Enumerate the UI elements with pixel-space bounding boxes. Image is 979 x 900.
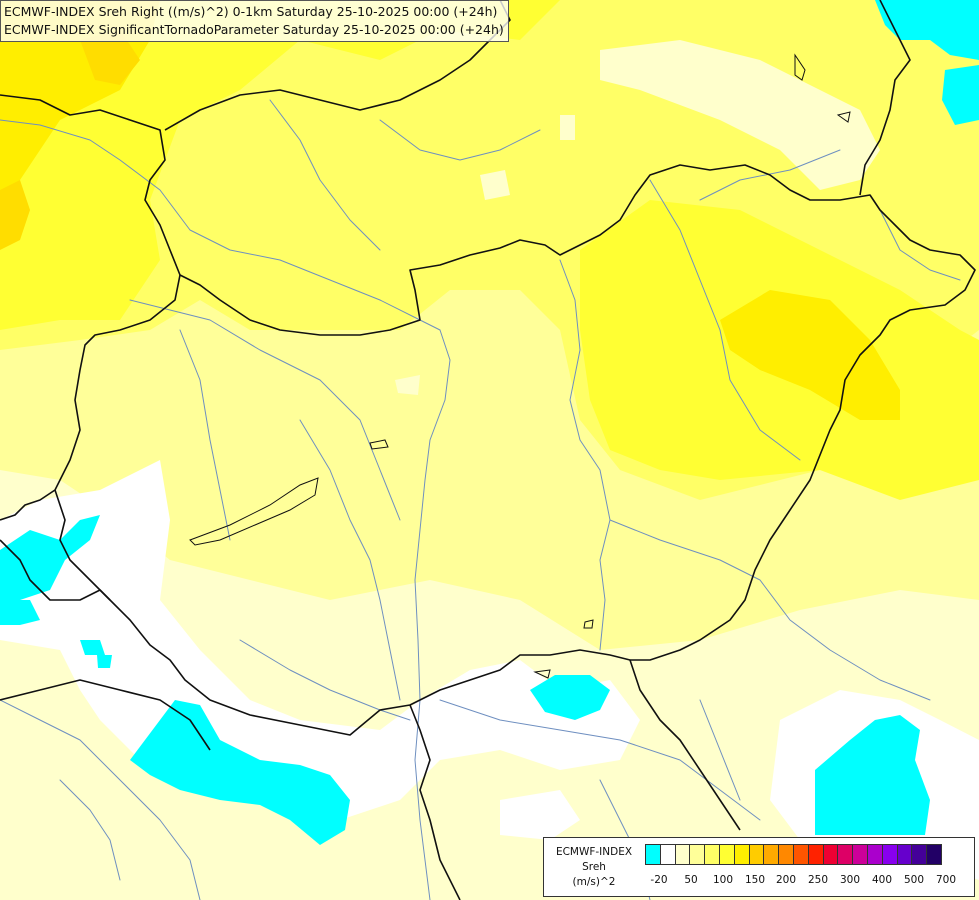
legend-tick-label: 150 — [744, 874, 766, 886]
cyan-area-northeast — [875, 0, 979, 60]
lakes — [189, 53, 851, 679]
border-hungary-slovenia-croatia — [54, 489, 631, 736]
legend-swatch — [674, 844, 691, 865]
cyan-area-southwest — [130, 700, 350, 845]
legend-tick-label: 300 — [839, 874, 861, 886]
legend-tick-label: 50 — [684, 874, 698, 886]
sreh-band-light-north — [395, 40, 880, 395]
sreh-band-orange-north — [80, 30, 140, 85]
cyan-area-small — [80, 640, 112, 668]
map-title-box: ECMWF-INDEX Sreh Right ((m/s)^2) 0-1km S… — [0, 0, 509, 42]
legend-swatch — [718, 844, 735, 865]
title-line-1: ECMWF-INDEX Sreh Right ((m/s)^2) 0-1km S… — [4, 4, 498, 19]
lake-balaton — [189, 477, 319, 546]
legend-swatch — [733, 844, 750, 865]
legend-swatch — [852, 844, 868, 865]
legend-swatch — [881, 844, 898, 865]
legend-label: ECMWF-INDEX Sreh (m/s)^2 — [546, 845, 642, 890]
legend-tick-label: 700 — [935, 874, 957, 886]
legend-swatch — [659, 844, 676, 865]
legend-swatch — [748, 844, 765, 865]
rivers — [0, 99, 961, 900]
sreh-band-gold-east — [720, 290, 900, 420]
lake-south — [533, 669, 551, 679]
legend-swatch — [896, 844, 913, 865]
lake-small — [369, 439, 389, 450]
legend-swatch — [807, 844, 824, 865]
border-croatia-bosnia — [0, 679, 211, 751]
border-south — [0, 539, 111, 601]
cyan-area-west-2 — [0, 600, 40, 625]
legend-swatch — [837, 844, 854, 865]
legend-swatch — [645, 844, 661, 865]
legend-label-line-2: Sreh — [582, 861, 606, 873]
legend-swatch — [866, 844, 883, 865]
legend-ticks: -20 50 100 150 200 250 300 400 500 700 — [645, 874, 965, 890]
legend-swatch — [778, 844, 794, 865]
border-austria-hungary — [0, 274, 181, 521]
cyan-area-northeast-2 — [942, 65, 979, 125]
lake-north-2 — [836, 111, 851, 123]
lake-north — [794, 53, 806, 81]
sreh-field — [0, 0, 979, 650]
border-slovakia-hungary — [179, 164, 976, 661]
legend-swatch — [792, 844, 809, 865]
legend-tick-label: 100 — [712, 874, 734, 886]
border-czech-slovakia-austria — [0, 94, 181, 276]
sreh-band-bright-yellow — [0, 0, 560, 330]
border-hungary-serbia — [409, 704, 461, 900]
cyan-area-west — [0, 515, 100, 610]
color-legend: ECMWF-INDEX Sreh (m/s)^2 -20 50 100 150 200 2… — [543, 837, 975, 897]
title-line-2: ECMWF-INDEX SignificantTornadoParameter … — [4, 22, 504, 37]
legend-label-line-3: (m/s)^2 — [572, 876, 616, 888]
legend-swatch — [911, 844, 928, 865]
legend-tick-label: 500 — [903, 874, 925, 886]
legend-swatch — [704, 844, 720, 865]
cyan-area-center-south — [530, 675, 610, 720]
legend-swatch — [822, 844, 839, 865]
lake-south-2 — [583, 619, 594, 629]
border-ukraine — [859, 0, 911, 196]
border-romania-serbia — [629, 659, 741, 831]
legend-tick-label: -20 — [650, 874, 668, 886]
legend-swatch — [763, 844, 780, 865]
legend-tick-label: 250 — [807, 874, 829, 886]
negative-sreh-cyan-areas — [0, 0, 979, 845]
legend-swatches — [645, 844, 942, 865]
legend-swatch — [689, 844, 706, 865]
legend-tick-label: 400 — [871, 874, 893, 886]
legend-swatch — [926, 844, 942, 865]
cyan-area-southeast — [815, 715, 930, 835]
sreh-band-orange-west — [0, 180, 30, 250]
legend-tick-label: 200 — [775, 874, 797, 886]
legend-label-line-1: ECMWF-INDEX — [555, 846, 633, 858]
